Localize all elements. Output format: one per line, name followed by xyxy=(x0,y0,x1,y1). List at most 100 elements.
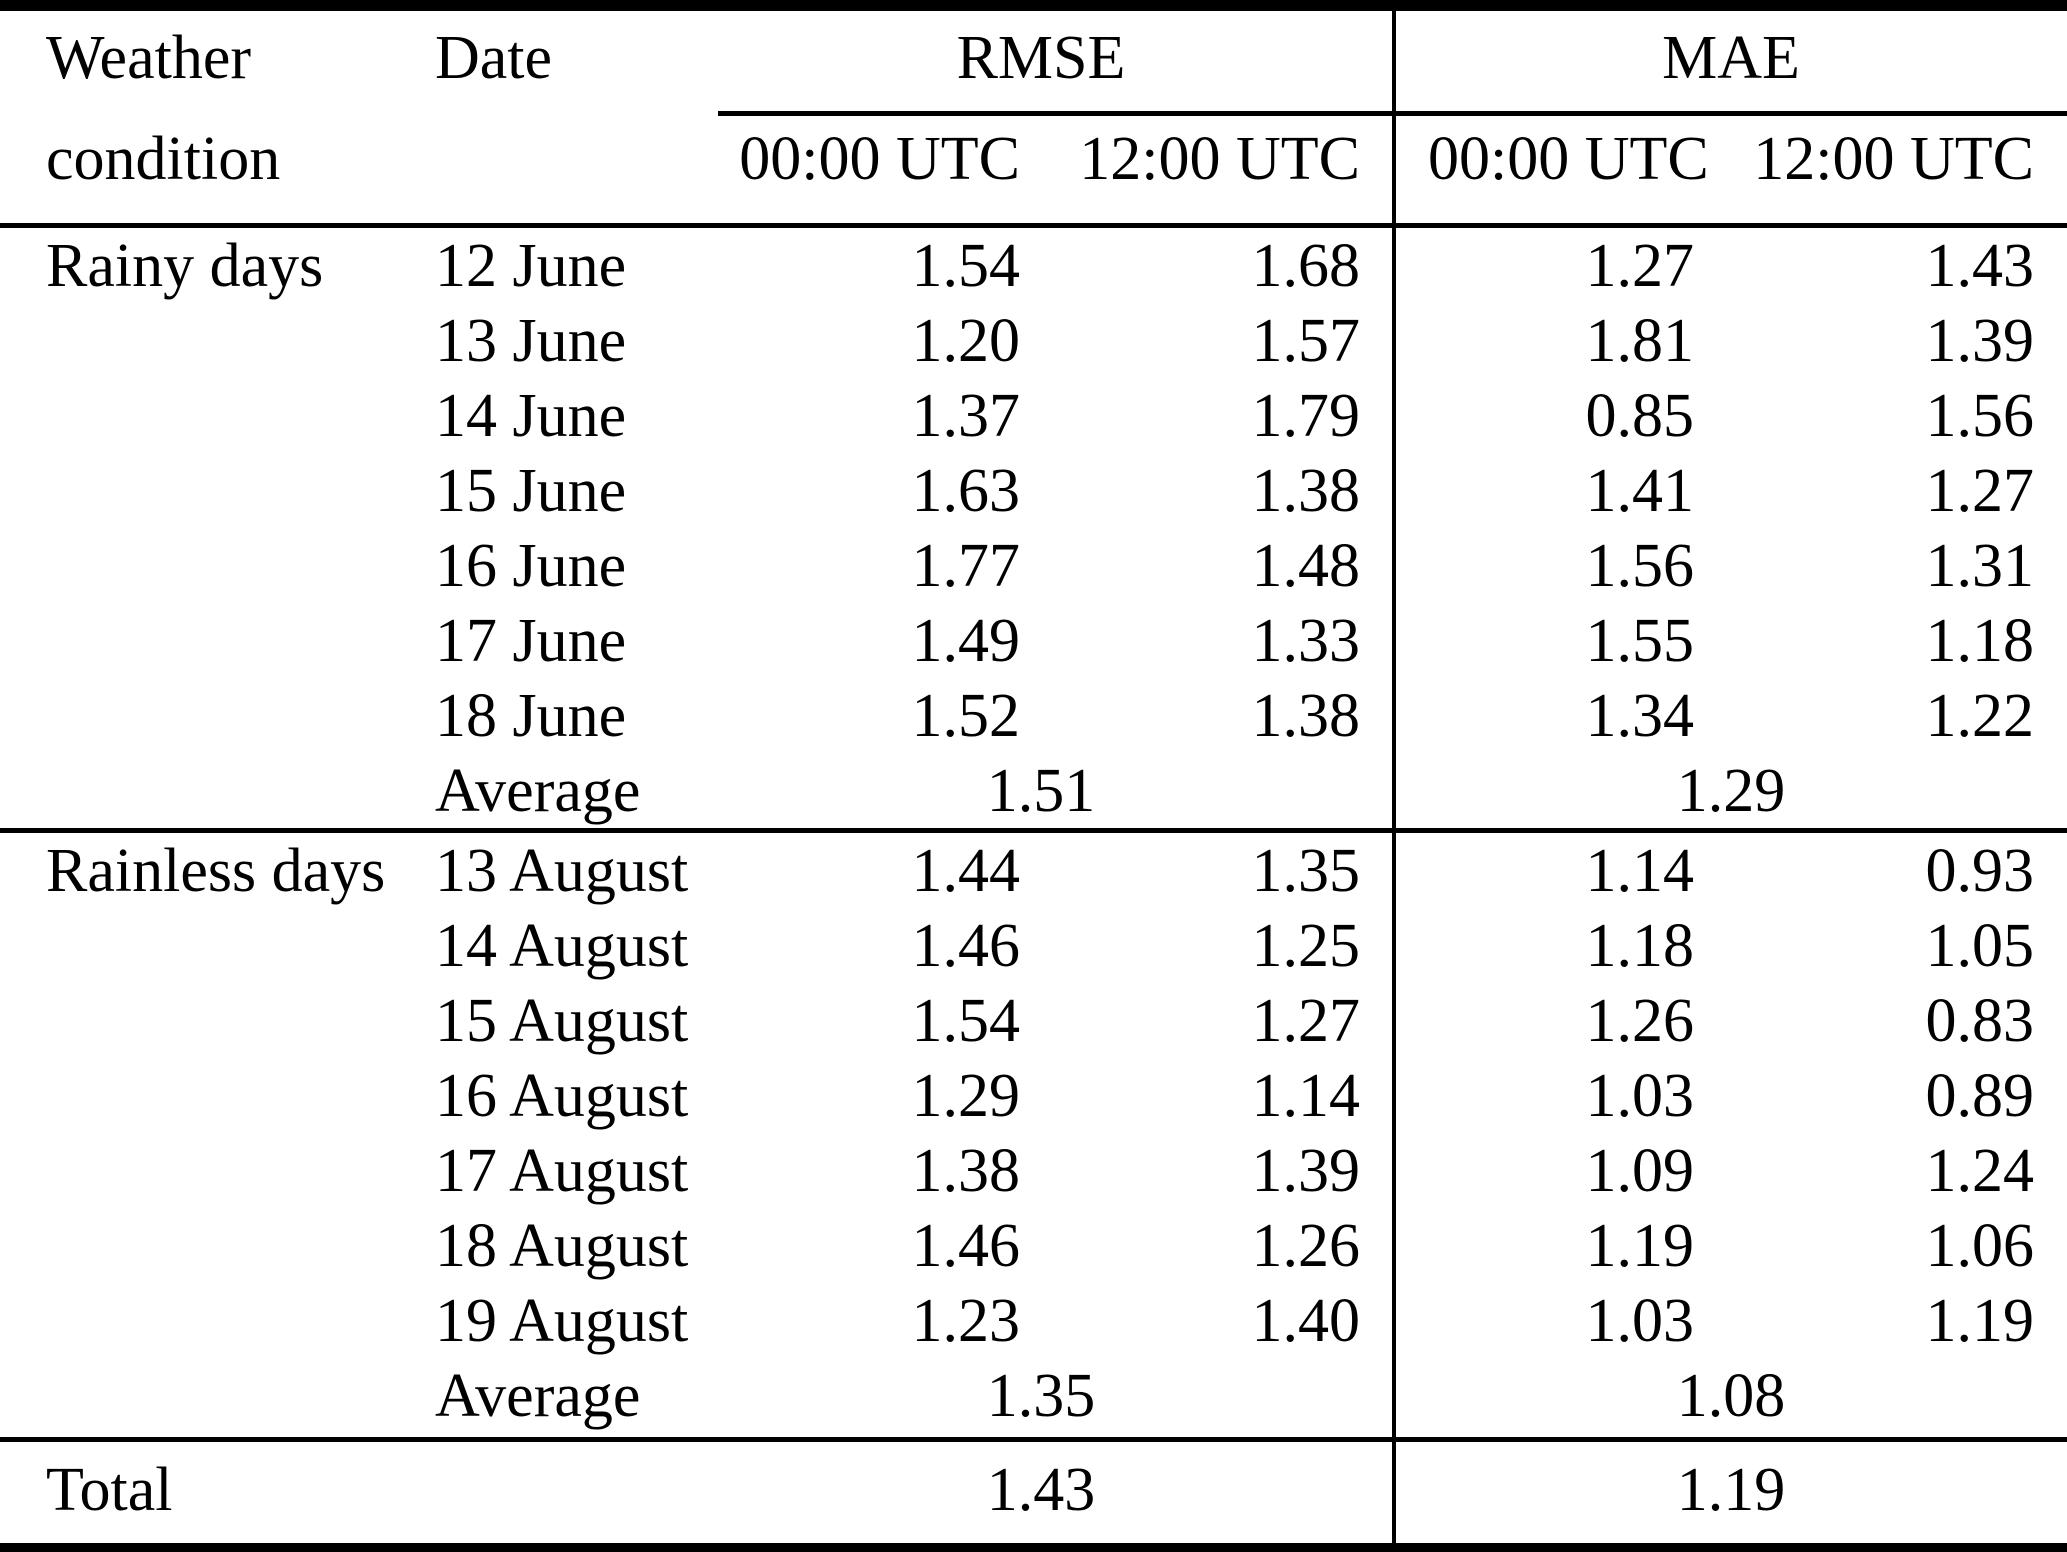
mae-average-cell: 1.08 xyxy=(1676,1361,1786,1430)
section-separator-rule xyxy=(0,828,2067,833)
rmse-0000-cell: 1.54 xyxy=(911,231,1021,300)
mae-1200utc-header: 12:00 UTC xyxy=(1753,125,2034,193)
rmse-0000utc-header: 00:00 UTC xyxy=(739,125,1020,193)
table-row: 14 June 1.37 1.79 0.85 1.56 xyxy=(0,378,2067,453)
mae-1200-cell: 1.06 xyxy=(1925,1211,2035,1280)
mae-1200-cell: 0.89 xyxy=(1925,1061,2035,1130)
mae-1200-cell: 1.39 xyxy=(1925,306,2035,375)
mae-1200-cell: 1.31 xyxy=(1925,531,2035,600)
mae-0000-cell: 1.03 xyxy=(1585,1061,1695,1130)
header-row-groups: Weather Date RMSE MAE xyxy=(0,8,2067,108)
rmse-0000-cell: 1.52 xyxy=(911,681,1021,750)
date-cell: 16 June xyxy=(435,531,627,600)
rmse-0000-cell: 1.38 xyxy=(911,1136,1021,1205)
rmse-1200-cell: 1.79 xyxy=(1251,381,1361,450)
rmse-1200-cell: 1.27 xyxy=(1251,986,1361,1055)
rmse-0000-cell: 1.49 xyxy=(911,606,1021,675)
average-row: Average 1.35 1.08 xyxy=(0,1358,2067,1433)
rmse-group-header: RMSE xyxy=(956,24,1126,92)
table-row: 14 August 1.46 1.25 1.18 1.05 xyxy=(0,908,2067,983)
mae-0000-cell: 1.03 xyxy=(1585,1286,1695,1355)
date-header: Date xyxy=(435,24,553,92)
table-row: 18 August 1.46 1.26 1.19 1.06 xyxy=(0,1208,2067,1283)
rmse-total-cell: 1.43 xyxy=(986,1456,1096,1524)
total-separator-rule xyxy=(0,1437,2067,1442)
average-label: Average xyxy=(435,1361,641,1430)
table-row: 13 June 1.20 1.57 1.81 1.39 xyxy=(0,303,2067,378)
rainless-days-section: Rainless days 13 August 1.44 1.35 1.14 0… xyxy=(0,833,2067,1433)
mae-total-cell: 1.19 xyxy=(1676,1456,1786,1524)
mae-1200-cell: 1.27 xyxy=(1925,456,2035,525)
mae-1200-cell: 1.56 xyxy=(1925,381,2035,450)
rainy-days-section: Rainy days 12 June 1.54 1.68 1.27 1.43 1… xyxy=(0,228,2067,828)
weather-header-line1: Weather xyxy=(46,24,251,92)
table-row: 15 August 1.54 1.27 1.26 0.83 xyxy=(0,983,2067,1058)
date-cell: 15 August xyxy=(435,986,689,1055)
date-cell: 12 June xyxy=(435,231,627,300)
mae-0000-cell: 1.27 xyxy=(1585,231,1695,300)
mae-0000-cell: 1.56 xyxy=(1585,531,1695,600)
rmse-1200-cell: 1.38 xyxy=(1251,681,1361,750)
rmse-1200utc-header: 12:00 UTC xyxy=(1079,125,1360,193)
rmse-1200-cell: 1.35 xyxy=(1251,836,1361,905)
date-cell: 14 June xyxy=(435,381,627,450)
mae-1200-cell: 1.43 xyxy=(1925,231,2035,300)
mae-0000-cell: 1.26 xyxy=(1585,986,1695,1055)
rmse-0000-cell: 1.46 xyxy=(911,911,1021,980)
table-row: 17 August 1.38 1.39 1.09 1.24 xyxy=(0,1133,2067,1208)
mae-0000-cell: 1.81 xyxy=(1585,306,1695,375)
mae-1200-cell: 0.93 xyxy=(1925,836,2035,905)
table-row: 16 June 1.77 1.48 1.56 1.31 xyxy=(0,528,2067,603)
top-rule xyxy=(0,0,2067,11)
mae-0000utc-header: 00:00 UTC xyxy=(1428,125,1709,193)
rmse-0000-cell: 1.37 xyxy=(911,381,1021,450)
rmse-0000-cell: 1.23 xyxy=(911,1286,1021,1355)
header-separator-rule xyxy=(0,223,2067,228)
rmse-1200-cell: 1.38 xyxy=(1251,456,1361,525)
date-cell: 14 August xyxy=(435,911,689,980)
date-cell: 16 August xyxy=(435,1061,689,1130)
rmse-mae-divider xyxy=(1392,11,1396,1543)
rmse-average-cell: 1.35 xyxy=(986,1361,1096,1430)
weather-header-line2: condition xyxy=(46,125,281,193)
table-row: 16 August 1.29 1.14 1.03 0.89 xyxy=(0,1058,2067,1133)
rmse-0000-cell: 1.29 xyxy=(911,1061,1021,1130)
table-row: 19 August 1.23 1.40 1.03 1.19 xyxy=(0,1283,2067,1358)
mae-0000-cell: 1.41 xyxy=(1585,456,1695,525)
average-label: Average xyxy=(435,756,641,825)
rmse-1200-cell: 1.48 xyxy=(1251,531,1361,600)
header-row-subcolumns: condition 00:00 UTC 12:00 UTC 00:00 UTC … xyxy=(0,113,2067,205)
rmse-0000-cell: 1.44 xyxy=(911,836,1021,905)
rmse-1200-cell: 1.26 xyxy=(1251,1211,1361,1280)
mae-1200-cell: 1.19 xyxy=(1925,1286,2035,1355)
date-cell: 17 June xyxy=(435,606,627,675)
date-cell: 17 August xyxy=(435,1136,689,1205)
table-row: 18 June 1.52 1.38 1.34 1.22 xyxy=(0,678,2067,753)
mae-0000-cell: 0.85 xyxy=(1585,381,1695,450)
rmse-1200-cell: 1.25 xyxy=(1251,911,1361,980)
table-row: 17 June 1.49 1.33 1.55 1.18 xyxy=(0,603,2067,678)
rmse-1200-cell: 1.39 xyxy=(1251,1136,1361,1205)
bottom-rule xyxy=(0,1543,2067,1552)
rmse-0000-cell: 1.77 xyxy=(911,531,1021,600)
date-cell: 13 August xyxy=(435,836,689,905)
mae-0000-cell: 1.34 xyxy=(1585,681,1695,750)
mae-group-header: MAE xyxy=(1662,24,1800,92)
date-cell: 19 August xyxy=(435,1286,689,1355)
mae-1200-cell: 1.24 xyxy=(1925,1136,2035,1205)
table-row: Rainy days 12 June 1.54 1.68 1.27 1.43 xyxy=(0,228,2067,303)
rmse-1200-cell: 1.68 xyxy=(1251,231,1361,300)
rmse-1200-cell: 1.33 xyxy=(1251,606,1361,675)
rmse-0000-cell: 1.46 xyxy=(911,1211,1021,1280)
total-row: Total 1.43 1.19 xyxy=(0,1442,2067,1538)
mae-1200-cell: 1.18 xyxy=(1925,606,2035,675)
mae-1200-cell: 1.05 xyxy=(1925,911,2035,980)
rmse-0000-cell: 1.54 xyxy=(911,986,1021,1055)
mae-1200-cell: 1.22 xyxy=(1925,681,2035,750)
date-cell: 18 June xyxy=(435,681,627,750)
rmse-0000-cell: 1.20 xyxy=(911,306,1021,375)
table-row: Rainless days 13 August 1.44 1.35 1.14 0… xyxy=(0,833,2067,908)
mae-0000-cell: 1.14 xyxy=(1585,836,1695,905)
date-cell: 18 August xyxy=(435,1211,689,1280)
